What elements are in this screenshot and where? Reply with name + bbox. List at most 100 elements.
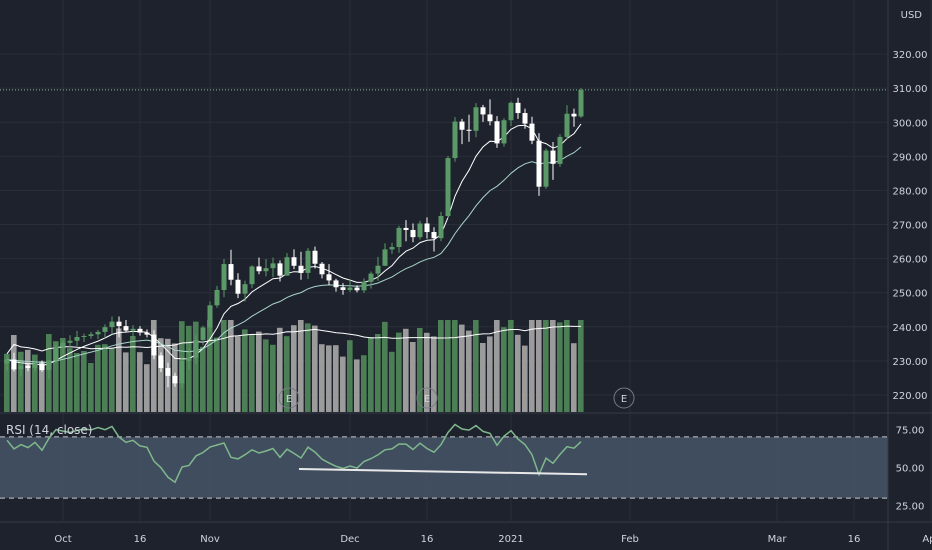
rsi-legend-label: RSI (14, close) (6, 423, 92, 437)
candle-body (263, 268, 269, 272)
volume-bar (452, 320, 458, 412)
volume-bar (389, 351, 395, 412)
x-tick-label: Oct (54, 534, 71, 545)
candle-body (424, 223, 430, 233)
volume-bar (158, 338, 164, 412)
candle-body (438, 216, 444, 239)
volume-bar (326, 345, 332, 412)
volume-bar (60, 338, 66, 412)
candle-body (116, 321, 122, 327)
volume-bar (431, 336, 437, 412)
volume-bar (11, 335, 17, 412)
volume-bar (53, 341, 59, 412)
candle-body (487, 114, 493, 122)
volume-bar (39, 361, 45, 412)
volume-bar (116, 328, 122, 412)
rsi-band (0, 436, 888, 499)
candle-body (11, 359, 17, 370)
candle-body (550, 150, 556, 164)
volume-bar (557, 322, 563, 412)
volume-bar (438, 320, 444, 412)
volume-bar (494, 320, 500, 412)
price-tick-label: 300.00 (893, 118, 928, 129)
candle-body (18, 365, 24, 370)
candle-body (221, 264, 227, 290)
volume-ma-line (6, 325, 581, 355)
earnings-marker[interactable]: E (613, 387, 635, 409)
candle-body (515, 102, 521, 114)
candle-body (53, 346, 59, 361)
volume-bar (67, 348, 73, 412)
candle-body (158, 355, 164, 369)
candle-body (109, 321, 115, 328)
candle-body (81, 335, 87, 338)
x-tick-label: Apr (922, 534, 932, 545)
price-tick-label: 310.00 (893, 84, 928, 95)
price-tick-label: 270.00 (893, 221, 928, 232)
candle-body (333, 280, 339, 288)
volume-bar (137, 352, 143, 412)
volume-bar (382, 321, 388, 412)
volume-bar (193, 321, 199, 412)
x-tick-label: 16 (421, 534, 434, 545)
candle-body (368, 273, 374, 282)
volume-bar (95, 344, 101, 412)
volume-bar (123, 352, 129, 412)
volume-bar (361, 355, 367, 412)
candle-body (403, 227, 409, 230)
volume-bar (445, 320, 451, 412)
volume-bar (256, 331, 262, 412)
candle-body (298, 265, 304, 273)
volume-bar (270, 344, 276, 412)
candle-body (186, 357, 192, 361)
volume-bar (298, 320, 304, 412)
price-tick-label: 290.00 (893, 152, 928, 163)
candle-body (319, 263, 325, 275)
currency-label: USD (901, 10, 923, 21)
volume-bar (263, 339, 269, 412)
candle-body (242, 284, 248, 294)
price-tick-label: 230.00 (893, 357, 928, 368)
volume-bar (109, 347, 115, 412)
volume-bar (347, 340, 353, 412)
candle-body (375, 265, 381, 274)
volume-bar (529, 320, 535, 412)
candle-body (529, 123, 535, 141)
candle-body (249, 266, 255, 285)
candle-body (557, 136, 563, 164)
x-tick-label: 16 (134, 534, 147, 545)
earnings-marker[interactable]: E (278, 387, 300, 409)
candle-body (151, 334, 157, 356)
volume-bar (536, 320, 542, 412)
candle-body (74, 337, 80, 341)
volume-bar (214, 337, 220, 412)
ema-fast-line (6, 123, 582, 366)
candle-body (340, 287, 346, 290)
candle-body (235, 279, 241, 294)
price-tick-label: 240.00 (893, 323, 928, 334)
volume-bar (403, 328, 409, 412)
candle-body (494, 121, 500, 144)
candle-body (25, 365, 31, 369)
volume-bar (340, 356, 346, 412)
candlesticks (4, 87, 584, 388)
volume-bar (4, 353, 10, 412)
candle-body (452, 121, 458, 159)
volume-bar (375, 334, 381, 412)
volume-bar (242, 329, 248, 412)
volume-bar (501, 327, 507, 412)
volume-bar (291, 325, 297, 412)
candle-body (102, 327, 108, 332)
x-tick-label: Mar (768, 534, 788, 545)
candle-body (88, 334, 94, 336)
volume-bar (25, 349, 31, 412)
candle-body (417, 223, 423, 238)
earnings-marker[interactable]: E (416, 387, 438, 409)
volume-bar (221, 320, 227, 412)
earnings-marker-circle (278, 387, 300, 409)
earnings-marker-circle (613, 387, 635, 409)
